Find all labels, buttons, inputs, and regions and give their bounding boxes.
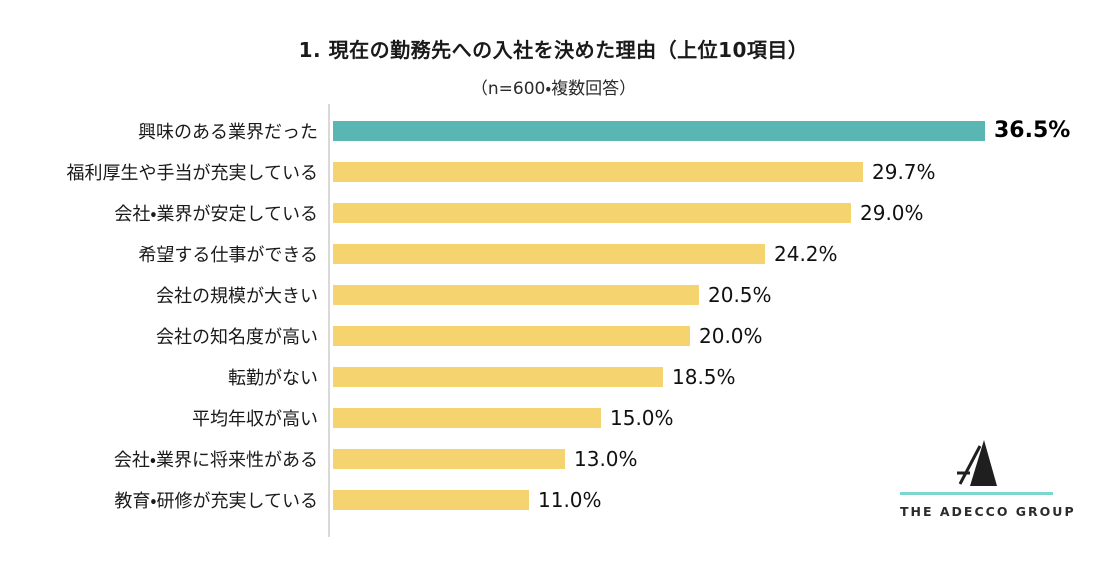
bar-rows: 興味のある業界だった 36.5% 福利厚生や手当が充実している 29.7% 会社・業界が…: [0, 110, 1107, 520]
adecco-logo: THE ADECCO GROUP: [900, 438, 1076, 519]
y-axis-line: [328, 104, 330, 537]
bar-row: 希望する仕事ができる 24.2%: [0, 233, 1107, 274]
bar-row: 教育・研修が充実している 11.0%: [0, 479, 1107, 520]
bar: [333, 202, 851, 223]
value-label: 36.5%: [994, 118, 1071, 143]
bar-track: 13.0%: [327, 446, 1107, 471]
bar-row: 会社の知名度が高い 20.0%: [0, 315, 1107, 356]
bar-track: 11.0%: [327, 487, 1107, 512]
bar-row: 転勤がない 18.5%: [0, 356, 1107, 397]
bar-row: 会社・業界に将来性がある 13.0%: [0, 438, 1107, 479]
bar: [333, 243, 765, 264]
bar: [333, 325, 690, 346]
adecco-a-icon: [956, 440, 997, 486]
logo-text: THE ADECCO GROUP: [900, 504, 1076, 519]
category-label: 会社の知名度が高い: [156, 326, 318, 348]
logo-accent-line: [900, 492, 1053, 495]
bar-chart: 興味のある業界だった 36.5% 福利厚生や手当が充実している 29.7% 会社・業界が…: [0, 104, 1107, 537]
category-label: 福利厚生や手当が充実している: [66, 162, 318, 184]
value-label: 20.0%: [699, 323, 763, 348]
category-label: 教育・研修が充実している: [114, 490, 318, 512]
bar-row: 会社・業界が安定している 29.0%: [0, 192, 1107, 233]
bar-row: 平均年収が高い 15.0%: [0, 397, 1107, 438]
category-label: 会社・業界が安定している: [114, 203, 318, 225]
bar: [333, 161, 863, 182]
bar: [333, 448, 565, 469]
value-label: 15.0%: [610, 405, 674, 430]
chart-title: 1. 現在の勤務先への入社を決めた理由（上位10項目）: [298, 38, 809, 62]
bar: [333, 366, 663, 387]
value-label: 29.0%: [860, 200, 924, 225]
bar: [333, 284, 699, 305]
value-label: 20.5%: [708, 282, 772, 307]
bar-row: 興味のある業界だった 36.5%: [0, 110, 1107, 151]
bar-track: 18.5%: [327, 364, 1107, 389]
category-label: 会社の規模が大きい: [156, 285, 318, 307]
value-label: 29.7%: [872, 159, 936, 184]
bar-track: 20.0%: [327, 323, 1107, 348]
bar-track: 24.2%: [327, 241, 1107, 266]
bar-track: 29.7%: [327, 159, 1107, 184]
category-label: 転勤がない: [228, 367, 318, 389]
value-label: 13.0%: [574, 446, 638, 471]
bar-row: 福利厚生や手当が充実している 29.7%: [0, 151, 1107, 192]
bar-track: 15.0%: [327, 405, 1107, 430]
category-label: 平均年収が高い: [192, 408, 318, 430]
category-label: 希望する仕事ができる: [138, 244, 318, 266]
bar: [333, 407, 601, 428]
bar: [333, 489, 529, 510]
category-label: 興味のある業界だった: [138, 121, 318, 143]
value-label: 11.0%: [538, 487, 602, 512]
bar-track: 36.5%: [327, 118, 1107, 143]
chart-subtitle: （n=600・複数回答）: [470, 79, 637, 99]
bar-row: 会社の規模が大きい 20.5%: [0, 274, 1107, 315]
bar-track: 20.5%: [327, 282, 1107, 307]
value-label: 24.2%: [774, 241, 838, 266]
bar-track: 29.0%: [327, 200, 1107, 225]
bar: [333, 120, 985, 141]
category-label: 会社・業界に将来性がある: [113, 449, 318, 471]
value-label: 18.5%: [672, 364, 736, 389]
